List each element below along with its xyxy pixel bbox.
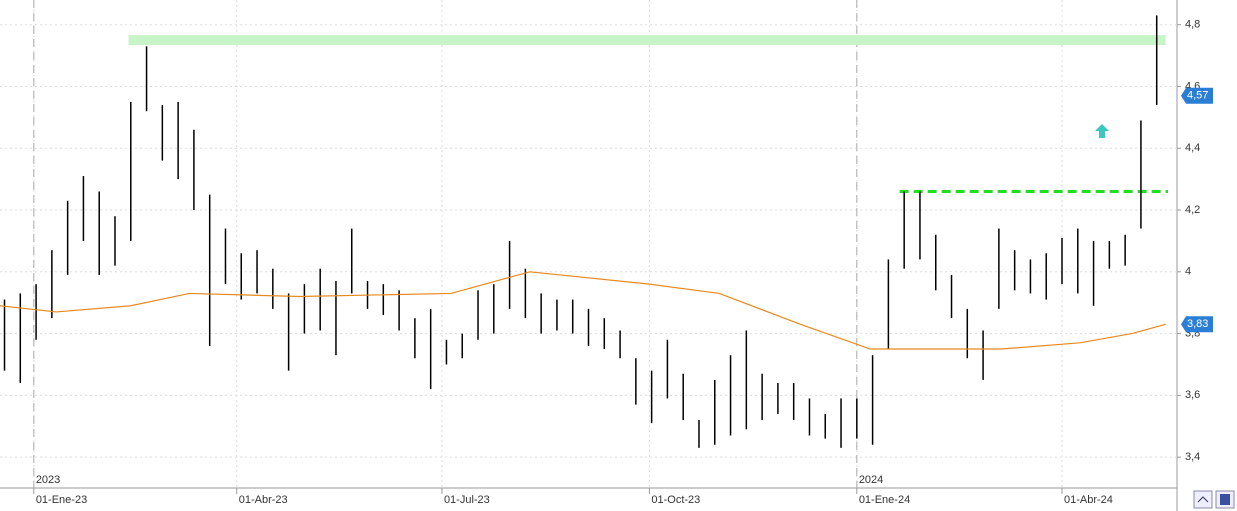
x-axis-strip — [0, 488, 1237, 511]
save-icon — [1220, 494, 1230, 505]
y-tick-label: 4,4 — [1185, 142, 1200, 154]
price-tag — [1181, 316, 1213, 333]
y-tick-label: 4,8 — [1185, 19, 1200, 31]
y-tick-label: 3,4 — [1185, 451, 1200, 463]
resistance-band — [128, 35, 1166, 46]
y-tick-label: 3,6 — [1185, 389, 1200, 401]
moving-average — [0, 271, 1166, 350]
x-tick-label: 01-Abr-23 — [239, 494, 288, 506]
x-tick-label: 01-Ene-23 — [36, 494, 87, 506]
x-tick-label: 01-Abr-24 — [1064, 494, 1113, 506]
y-tick-label: 4 — [1185, 266, 1191, 278]
y-tick-label: 4,2 — [1185, 204, 1200, 216]
year-label: 2023 — [36, 474, 60, 486]
scroll-buttons[interactable] — [1193, 490, 1235, 509]
price-tag-label: 3,83 — [1187, 318, 1208, 330]
year-label: 2024 — [859, 474, 883, 486]
zoom-button[interactable] — [1193, 490, 1213, 509]
price-tag — [1181, 87, 1213, 104]
price-tag-label: 4,57 — [1187, 90, 1208, 102]
x-tick-label: 01-Oct-23 — [651, 494, 700, 506]
x-tick-label: 01-Jul-23 — [444, 494, 490, 506]
x-tick-label: 01-Ene-24 — [859, 494, 910, 506]
up-arrow — [1095, 124, 1109, 138]
zoom-icon — [1197, 496, 1209, 503]
